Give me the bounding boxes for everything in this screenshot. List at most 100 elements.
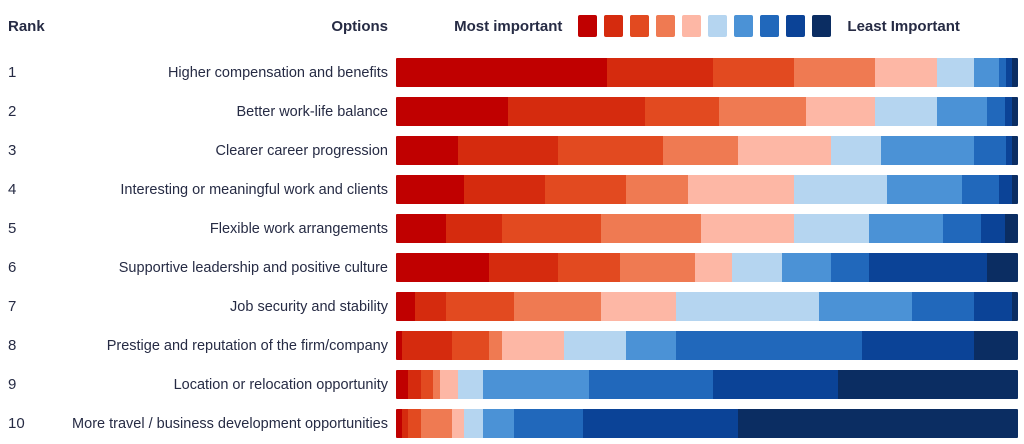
bar-segment-importance-8 (943, 214, 981, 243)
legend-swatch-rank-1 (578, 15, 598, 37)
bar-segment-importance-9 (1005, 136, 1012, 165)
bar-segment-importance-9 (999, 175, 1012, 204)
bar-segment-importance-4 (514, 292, 602, 321)
bar-segment-importance-1 (396, 409, 403, 438)
legend-swatch-rank-4 (656, 15, 676, 37)
row-rank-number: 2 (8, 103, 17, 120)
bar-segment-importance-7 (781, 253, 832, 282)
bar-segment-importance-6 (675, 292, 819, 321)
row-option-label: Job security and stability (230, 298, 388, 315)
legend-most-important-label: Most important (454, 17, 563, 35)
row-option-label: More travel / business development oppor… (72, 415, 388, 432)
legend-swatch-rank-5 (682, 15, 702, 37)
row-rank-number: 10 (8, 415, 25, 432)
bar-segment-importance-1 (396, 331, 403, 360)
stacked-bar (396, 58, 1018, 87)
chart-row: 10 More travel / business development opp… (0, 409, 1024, 438)
bar-segment-importance-1 (396, 58, 608, 87)
bar-segment-importance-5 (451, 409, 465, 438)
bar-segment-importance-1 (396, 214, 446, 243)
stacked-bar (396, 175, 1018, 204)
color-legend: Most important Least Important (396, 15, 1018, 37)
rank-column-header: Rank (8, 17, 45, 35)
bar-segment-importance-7 (974, 58, 1000, 87)
bar-segment-importance-3 (420, 370, 434, 399)
bar-segment-importance-10 (1011, 292, 1018, 321)
bar-segment-importance-7 (483, 409, 515, 438)
bar-segment-importance-9 (713, 370, 838, 399)
bar-segment-importance-5 (501, 331, 564, 360)
bar-segment-importance-8 (675, 331, 863, 360)
bar-segment-importance-6 (731, 253, 782, 282)
options-column-header: Options (331, 17, 388, 35)
row-option-label: Location or relocation opportunity (173, 376, 388, 393)
bar-segment-importance-8 (986, 97, 1006, 126)
bar-segment-importance-8 (588, 370, 714, 399)
row-rank-number: 1 (8, 64, 17, 81)
bar-segment-importance-2 (414, 292, 446, 321)
bar-segment-importance-6 (831, 136, 882, 165)
bar-segment-importance-7 (887, 175, 962, 204)
bar-segment-importance-2 (607, 58, 714, 87)
bar-segment-importance-9 (980, 214, 1006, 243)
legend-swatch-rank-7 (734, 15, 754, 37)
bar-segment-importance-1 (396, 97, 508, 126)
legend-swatch-rank-10 (812, 15, 832, 37)
legend-swatch-rank-9 (786, 15, 806, 37)
bar-segment-importance-4 (433, 370, 440, 399)
bar-segment-importance-2 (464, 175, 546, 204)
bar-segment-importance-7 (483, 370, 589, 399)
chart-rows: 1 Higher compensation and benefits 2 Better… (0, 58, 1024, 438)
chart-row: 2 Better work-life balance (0, 97, 1024, 126)
bar-segment-importance-10 (738, 409, 1018, 438)
bar-segment-importance-4 (601, 214, 701, 243)
bar-segment-importance-2 (402, 409, 409, 438)
bar-segment-importance-7 (626, 331, 676, 360)
legend-swatch-rank-2 (604, 15, 624, 37)
bar-segment-importance-2 (507, 97, 645, 126)
chart-row: 5 Flexible work arrangements (0, 214, 1024, 243)
chart-row: 1 Higher compensation and benefits (0, 58, 1024, 87)
legend-swatches (578, 15, 832, 37)
bar-segment-importance-8 (831, 253, 869, 282)
bar-segment-importance-6 (563, 331, 627, 360)
bar-segment-importance-4 (626, 175, 689, 204)
bar-segment-importance-10 (1011, 58, 1018, 87)
bar-segment-importance-6 (458, 370, 484, 399)
bar-segment-importance-10 (837, 370, 1018, 399)
bar-segment-importance-2 (408, 370, 421, 399)
bar-segment-importance-1 (396, 136, 459, 165)
row-rank-number: 6 (8, 259, 17, 276)
bar-segment-importance-8 (514, 409, 583, 438)
bar-segment-importance-4 (794, 58, 875, 87)
bar-segment-importance-9 (1005, 58, 1012, 87)
bar-segment-importance-10 (1011, 97, 1018, 126)
bar-segment-importance-3 (408, 409, 421, 438)
bar-segment-importance-3 (557, 136, 664, 165)
row-option-label: Flexible work arrangements (209, 220, 388, 237)
bar-segment-importance-5 (688, 175, 795, 204)
bar-segment-importance-9 (582, 409, 739, 438)
bar-segment-importance-7 (868, 214, 944, 243)
bar-segment-importance-10 (1011, 175, 1018, 204)
row-option-label: Better work-life balance (236, 103, 388, 120)
bar-segment-importance-4 (489, 331, 502, 360)
stacked-bar (396, 292, 1018, 321)
chart-row: 4 Interesting or meaningful work and clie… (0, 175, 1024, 204)
bar-segment-importance-9 (974, 292, 1012, 321)
stacked-bar (396, 331, 1018, 360)
bar-segment-importance-4 (619, 253, 695, 282)
bar-segment-importance-1 (396, 370, 409, 399)
bar-segment-importance-2 (445, 214, 502, 243)
legend-swatch-rank-3 (630, 15, 650, 37)
bar-segment-importance-3 (451, 331, 490, 360)
chart-row: 6 Supportive leadership and positive cult… (0, 253, 1024, 282)
bar-segment-importance-1 (396, 292, 415, 321)
bar-segment-importance-3 (557, 253, 620, 282)
stacked-bar (396, 370, 1018, 399)
bar-segment-importance-2 (458, 136, 558, 165)
bar-segment-importance-4 (420, 409, 452, 438)
bar-segment-importance-4 (719, 97, 807, 126)
bar-segment-importance-10 (1011, 136, 1018, 165)
